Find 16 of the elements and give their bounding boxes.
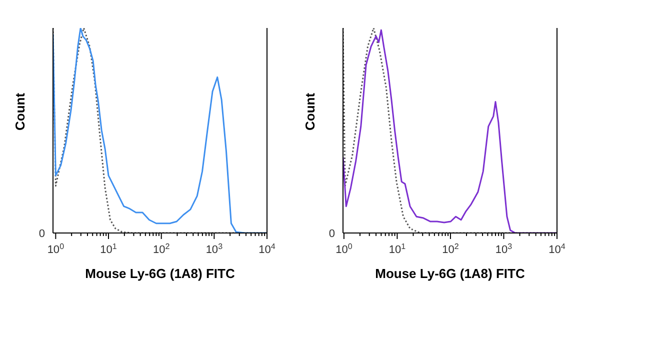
x-tick-label: 10$^{1}$ [388, 242, 406, 256]
text: 0 [328, 228, 335, 240]
x-tick-label: 10$^{0}$ [47, 242, 65, 256]
x-tick-label: 10$^{1}$ [100, 242, 118, 256]
x-tick-label: 10$^{2}$ [442, 242, 460, 256]
x-axis-title: Mouse Ly-6G (1A8) FITC [375, 266, 526, 281]
x-tick-label: 10$^{0}$ [336, 242, 353, 256]
y-axis-title: Count [302, 92, 318, 130]
x-tick-label: 10$^{3}$ [495, 242, 513, 256]
y-axis-title: Count [12, 92, 28, 130]
x-tick-label: 10$^{2}$ [152, 242, 170, 256]
x-tick-label: 10$^{3}$ [206, 242, 224, 256]
x-tick-label: 10$^{4}$ [548, 242, 566, 256]
x-tick-label: 10$^{4}$ [258, 242, 276, 256]
text: 0 [38, 228, 45, 240]
x-axis-title: Mouse Ly-6G (1A8) FITC [85, 266, 236, 281]
